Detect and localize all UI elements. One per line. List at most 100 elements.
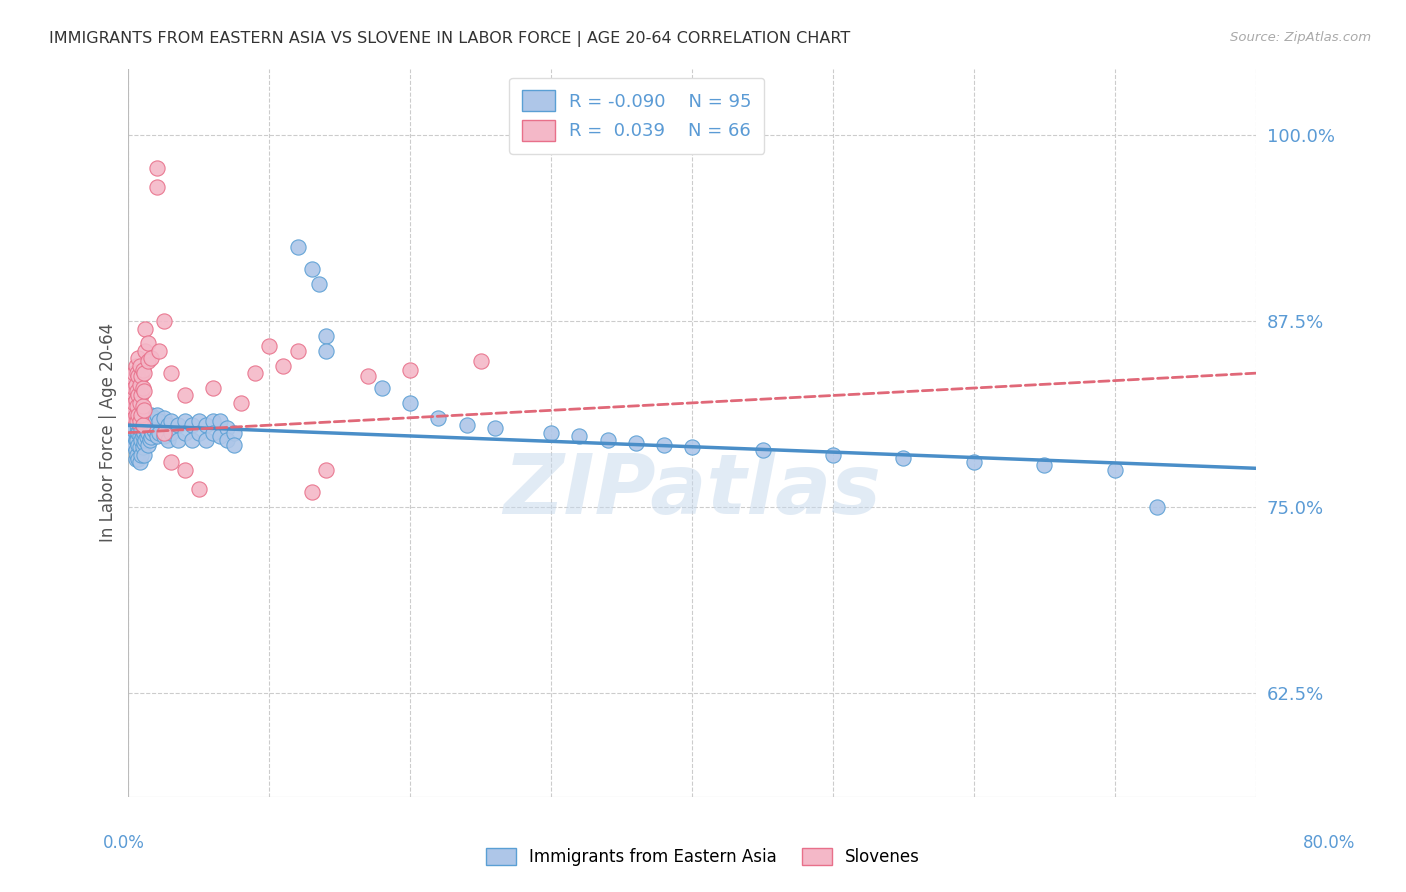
Point (125, 448, 148, 462)
Point (131, 399, 153, 413)
Point (315, 463, 337, 477)
Point (134, 421, 156, 435)
Point (259, 339, 281, 353)
Point (315, 343, 337, 358)
Point (484, 421, 506, 435)
Point (231, 396, 253, 410)
Point (287, 343, 309, 358)
Point (145, 408, 167, 422)
Point (132, 414, 155, 428)
Point (148, 343, 170, 358)
Point (125, 366, 148, 380)
Point (135, 418, 157, 433)
Point (224, 437, 246, 451)
Point (159, 414, 181, 428)
Point (127, 414, 149, 428)
Point (124, 443, 146, 458)
Point (287, 240, 309, 254)
Point (187, 414, 209, 428)
Point (129, 423, 152, 437)
Point (217, 421, 239, 435)
Point (120, 408, 142, 422)
Point (596, 433, 619, 447)
Point (128, 378, 150, 392)
Point (145, 428, 167, 442)
Point (399, 363, 422, 377)
Point (138, 421, 160, 435)
Point (148, 414, 170, 428)
Point (122, 410, 145, 425)
Point (128, 359, 150, 373)
Point (156, 433, 179, 447)
Point (224, 425, 246, 440)
Point (121, 388, 143, 402)
Point (624, 436, 647, 450)
Point (963, 455, 986, 469)
Point (159, 366, 181, 380)
Point (128, 396, 150, 410)
Point (122, 396, 145, 410)
Point (131, 418, 153, 433)
Point (122, 381, 145, 395)
Point (134, 321, 156, 335)
Point (127, 425, 149, 440)
Point (125, 414, 148, 428)
Point (127, 369, 149, 384)
Point (136, 414, 159, 428)
Point (136, 336, 159, 351)
Point (122, 366, 145, 380)
Point (129, 369, 152, 384)
Point (308, 277, 330, 291)
Y-axis label: In Labor Force | Age 20-64: In Labor Force | Age 20-64 (100, 323, 117, 542)
Point (217, 433, 239, 447)
Point (129, 408, 152, 422)
Point (120, 396, 142, 410)
Point (173, 388, 195, 402)
Point (121, 374, 143, 388)
Point (127, 437, 149, 451)
Point (209, 414, 232, 428)
Point (136, 437, 159, 451)
Point (127, 351, 149, 366)
Point (128, 414, 150, 428)
Point (128, 428, 150, 442)
Point (152, 410, 174, 425)
Point (125, 399, 148, 413)
Point (132, 403, 155, 417)
Point (209, 428, 232, 442)
Point (125, 418, 148, 433)
Point (128, 455, 150, 469)
Point (357, 369, 380, 384)
Point (194, 433, 217, 447)
Point (132, 436, 155, 450)
Point (125, 425, 148, 440)
Text: 0.0%: 0.0% (103, 834, 145, 852)
Point (134, 343, 156, 358)
Point (124, 452, 146, 467)
Point (124, 378, 146, 392)
Point (124, 410, 146, 425)
Point (127, 452, 149, 467)
Point (1146, 500, 1168, 514)
Point (139, 408, 162, 422)
Point (180, 433, 202, 447)
Point (470, 354, 492, 368)
Point (124, 433, 146, 447)
Point (136, 354, 159, 368)
Point (166, 433, 188, 447)
Point (124, 392, 146, 407)
Point (202, 414, 225, 428)
Point (751, 443, 773, 458)
Point (131, 363, 153, 377)
Point (132, 384, 155, 398)
Point (173, 425, 195, 440)
Point (652, 437, 675, 451)
Point (139, 430, 162, 444)
Point (120, 425, 142, 440)
Point (141, 425, 163, 440)
Text: Source: ZipAtlas.com: Source: ZipAtlas.com (1230, 31, 1371, 45)
Point (121, 403, 143, 417)
Point (136, 425, 159, 440)
Point (301, 262, 323, 277)
Point (159, 455, 181, 469)
